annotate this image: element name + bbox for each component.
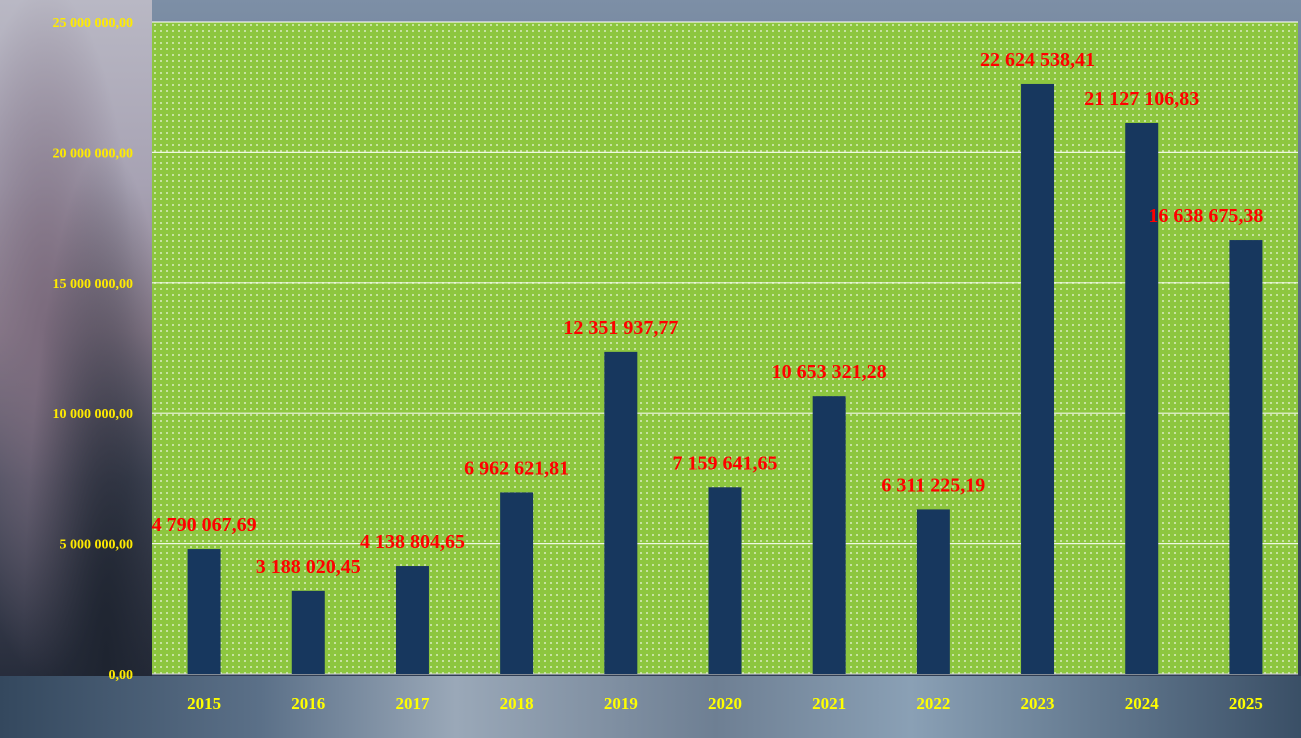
y-tick-label: 0,00 bbox=[109, 668, 134, 683]
x-tick-label: 2021 bbox=[812, 694, 846, 713]
data-label: 3 188 020,45 bbox=[256, 556, 361, 578]
x-tick-label: 2019 bbox=[604, 694, 638, 713]
x-tick-label: 2020 bbox=[708, 694, 742, 713]
data-label: 4 790 067,69 bbox=[152, 514, 257, 536]
data-label: 6 962 621,81 bbox=[464, 457, 569, 479]
bar-2017 bbox=[395, 566, 429, 674]
x-tick-label: 2025 bbox=[1229, 694, 1263, 713]
data-label: 6 311 225,19 bbox=[881, 474, 985, 496]
bar-2021 bbox=[812, 396, 846, 674]
x-tick-label: 2017 bbox=[395, 694, 430, 713]
y-tick-label: 20 000 000,00 bbox=[53, 146, 134, 161]
x-tick-label: 2024 bbox=[1125, 694, 1160, 713]
data-label: 12 351 937,77 bbox=[563, 317, 678, 339]
bar-2022 bbox=[916, 509, 950, 674]
bar-2020 bbox=[708, 487, 742, 674]
bar-2016 bbox=[291, 590, 325, 674]
bar-2019 bbox=[604, 351, 638, 674]
data-label: 21 127 106,83 bbox=[1084, 88, 1199, 110]
x-tick-label: 2018 bbox=[500, 694, 534, 713]
plot-area bbox=[152, 22, 1298, 674]
data-label: 4 138 804,65 bbox=[360, 531, 465, 553]
background-photo-strip bbox=[0, 676, 1301, 738]
x-tick-label: 2015 bbox=[187, 694, 221, 713]
bar-2025 bbox=[1229, 240, 1263, 674]
x-tick-label: 2023 bbox=[1021, 694, 1055, 713]
background-photo bbox=[0, 0, 152, 738]
y-tick-label: 25 000 000,00 bbox=[53, 16, 134, 31]
data-label: 10 653 321,28 bbox=[772, 361, 887, 383]
bar-2018 bbox=[500, 492, 534, 674]
y-tick-label: 5 000 000,00 bbox=[60, 538, 134, 553]
x-tick-label: 2022 bbox=[916, 694, 950, 713]
data-label: 22 624 538,41 bbox=[980, 49, 1095, 71]
y-tick-label: 15 000 000,00 bbox=[53, 277, 134, 292]
data-label: 16 638 675,38 bbox=[1148, 205, 1263, 227]
bar-2024 bbox=[1125, 123, 1159, 674]
y-tick-label: 10 000 000,00 bbox=[53, 407, 134, 422]
data-label: 7 159 641,65 bbox=[673, 452, 778, 474]
bar-2023 bbox=[1021, 83, 1055, 675]
bar-2015 bbox=[187, 549, 221, 674]
x-tick-label: 2016 bbox=[291, 694, 325, 713]
